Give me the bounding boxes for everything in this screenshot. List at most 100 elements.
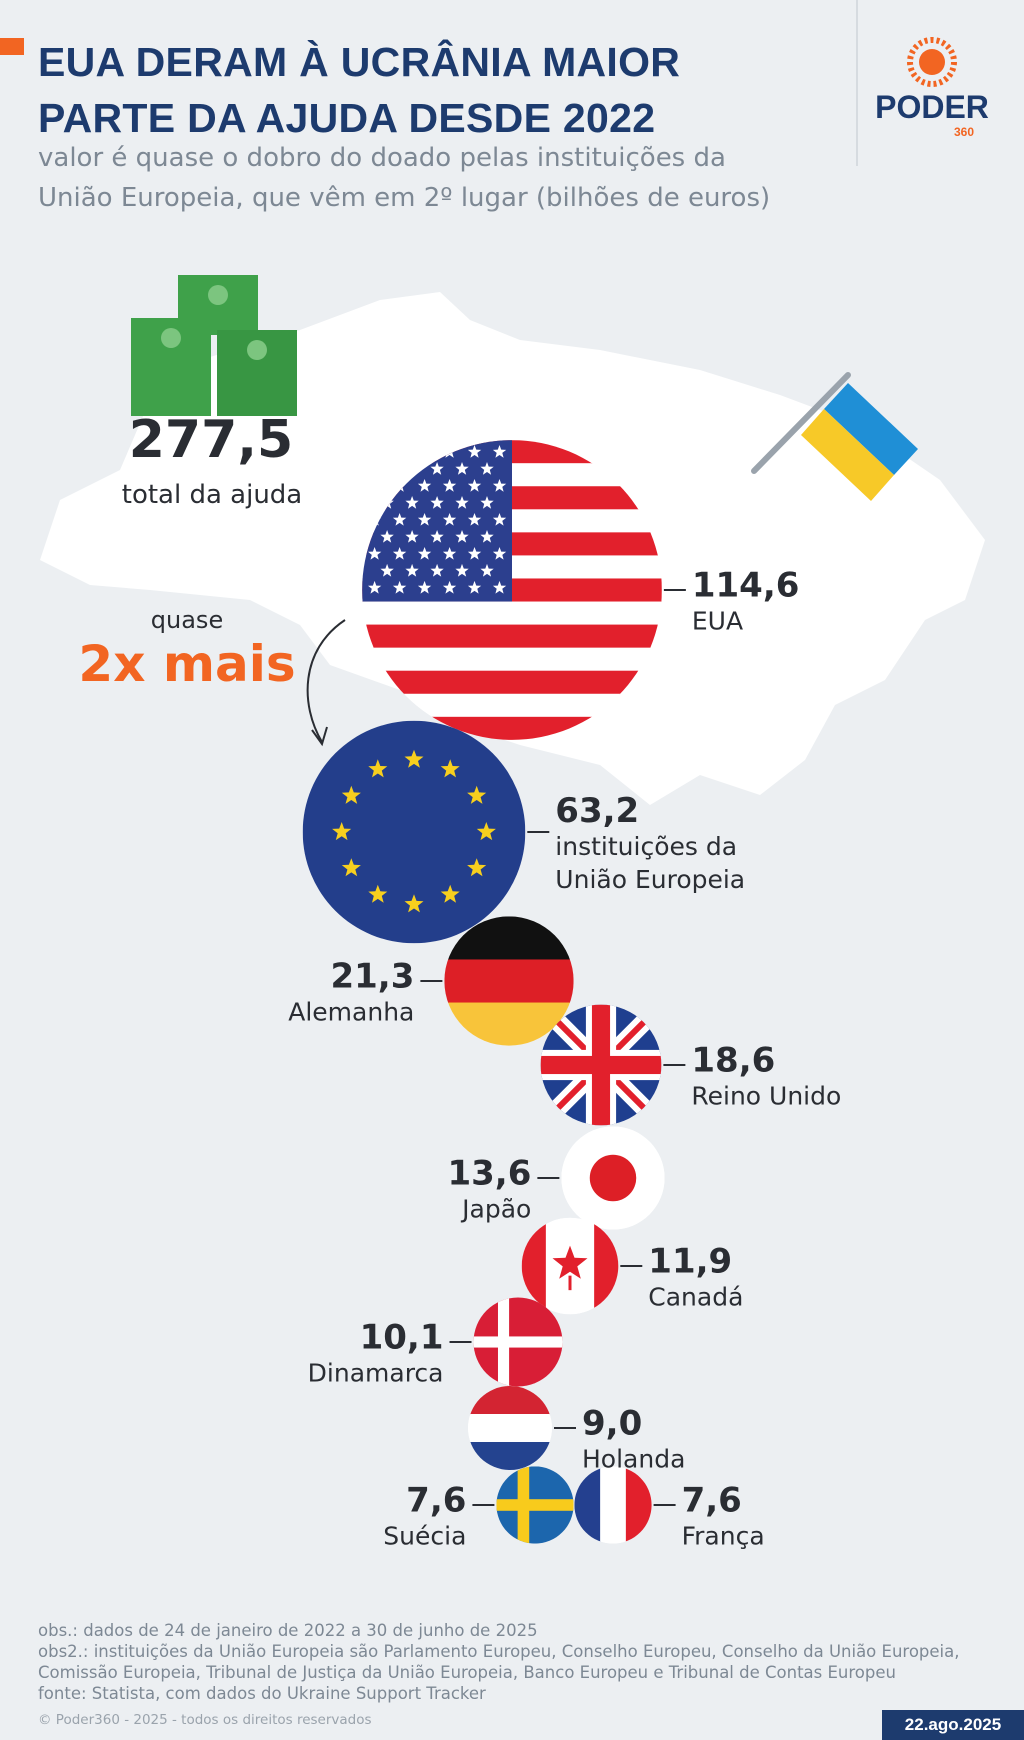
flag-star — [417, 580, 432, 594]
title: EUA DERAM À UCRÂNIA MAIOR PARTE DA AJUDA… — [38, 39, 681, 141]
flag-star — [392, 513, 407, 526]
flag-star — [405, 496, 419, 509]
flag-star — [467, 858, 487, 877]
flag-part — [594, 1217, 619, 1315]
value-label: 21,3 — [330, 956, 415, 997]
category-label: Japão — [462, 1194, 532, 1224]
total-text: total da ajuda — [122, 480, 303, 510]
subtitle: valor é quase o dobro do doado pelas ins… — [38, 143, 771, 213]
flag-part — [568, 1275, 572, 1291]
flag-star — [380, 563, 394, 577]
flag-part — [552, 1245, 588, 1279]
flag-star — [405, 530, 419, 543]
flag-part — [468, 1442, 552, 1470]
flag-star — [442, 580, 457, 594]
value-label: 114,6 — [691, 565, 800, 606]
brand-sub: 360 — [954, 125, 974, 139]
flag — [302, 720, 526, 944]
value-label: 7,6 — [406, 1480, 467, 1521]
flag-star — [467, 513, 482, 526]
money-icon — [131, 275, 297, 416]
annotation-arrow — [306, 619, 346, 743]
flag-star — [430, 563, 444, 577]
value-label: 13,6 — [447, 1153, 532, 1194]
value-label: 18,6 — [691, 1040, 776, 1081]
data-label: 11,9 Canadá — [648, 1243, 898, 1314]
flag-star — [492, 580, 507, 594]
flag-star — [440, 759, 460, 778]
data-label: 18,6 Reino Unido — [691, 1042, 941, 1113]
flag-star — [417, 513, 432, 526]
flag-star — [467, 547, 482, 560]
flag-star — [392, 580, 407, 594]
flag — [468, 1386, 552, 1470]
flag — [540, 1004, 662, 1126]
logo-sun — [907, 37, 957, 87]
flag-star — [492, 547, 507, 560]
flag-part — [591, 1004, 611, 1126]
flag-part — [362, 647, 662, 672]
flag-part — [589, 1154, 637, 1202]
flag-star — [467, 445, 482, 458]
flag-star — [368, 759, 388, 778]
flag-part — [574, 1466, 601, 1544]
value-label: 7,6 — [681, 1480, 742, 1521]
date: 22.ago.2025 — [882, 1710, 1024, 1740]
flag-star — [368, 547, 382, 560]
flag-star — [440, 884, 460, 903]
flag-star — [480, 563, 494, 577]
arrow-head — [311, 726, 328, 747]
flag-star — [480, 530, 494, 543]
flag-star — [341, 858, 361, 877]
category-label: Canadá — [648, 1282, 744, 1312]
note: obs.: dados de 24 de janeiro de 2022 a 3… — [38, 1621, 538, 1640]
flag-star — [332, 822, 352, 841]
flag-part — [473, 1336, 563, 1348]
flag-star — [392, 547, 407, 560]
flag — [561, 1126, 665, 1230]
flag-part — [362, 670, 662, 695]
flag-star — [442, 479, 457, 492]
category-label: França — [681, 1521, 765, 1551]
flag-star — [455, 563, 469, 577]
flag-star — [455, 496, 469, 509]
flag-star — [467, 785, 487, 804]
flag-star — [467, 580, 482, 594]
flag — [444, 916, 574, 1046]
flag-part — [362, 601, 662, 626]
note: obs2.: instituições da União Europeia sã… — [38, 1642, 960, 1682]
flag-part — [496, 1499, 574, 1511]
flag-star — [404, 749, 424, 768]
flag-star — [455, 462, 469, 475]
flag-star — [430, 496, 444, 509]
category-label: instituições da União Europeia — [555, 832, 746, 894]
category-label: Reino Unido — [691, 1081, 842, 1111]
flag-part — [444, 959, 574, 1004]
flag — [496, 1466, 574, 1544]
flag-star — [368, 580, 382, 594]
value-label: 63,2 — [555, 791, 640, 831]
total-value: 277,5 — [129, 410, 293, 470]
data-label: 114,6 EUA — [692, 567, 942, 638]
flag-part — [362, 693, 662, 718]
value-label: 11,9 — [648, 1241, 733, 1282]
flag-part — [600, 1466, 627, 1544]
flag-star — [476, 822, 496, 841]
flag-part — [468, 1414, 552, 1443]
flag-star — [417, 547, 432, 560]
ukraine-flag — [751, 372, 918, 501]
category-label: Alemanha — [288, 997, 415, 1027]
flag-star — [492, 513, 507, 526]
data-label: 9,0 Holanda — [582, 1405, 832, 1476]
brand: PODER — [875, 89, 989, 125]
flag-star — [480, 496, 494, 509]
flag-star — [341, 785, 361, 804]
annotation-prefix: quase — [151, 606, 223, 634]
value-label: 9,0 — [582, 1403, 643, 1444]
data-label: 13,6 Japão — [281, 1155, 531, 1226]
flag-star — [430, 462, 444, 475]
category-label: Holanda — [582, 1444, 686, 1474]
data-label: 7,6 França — [682, 1482, 932, 1553]
